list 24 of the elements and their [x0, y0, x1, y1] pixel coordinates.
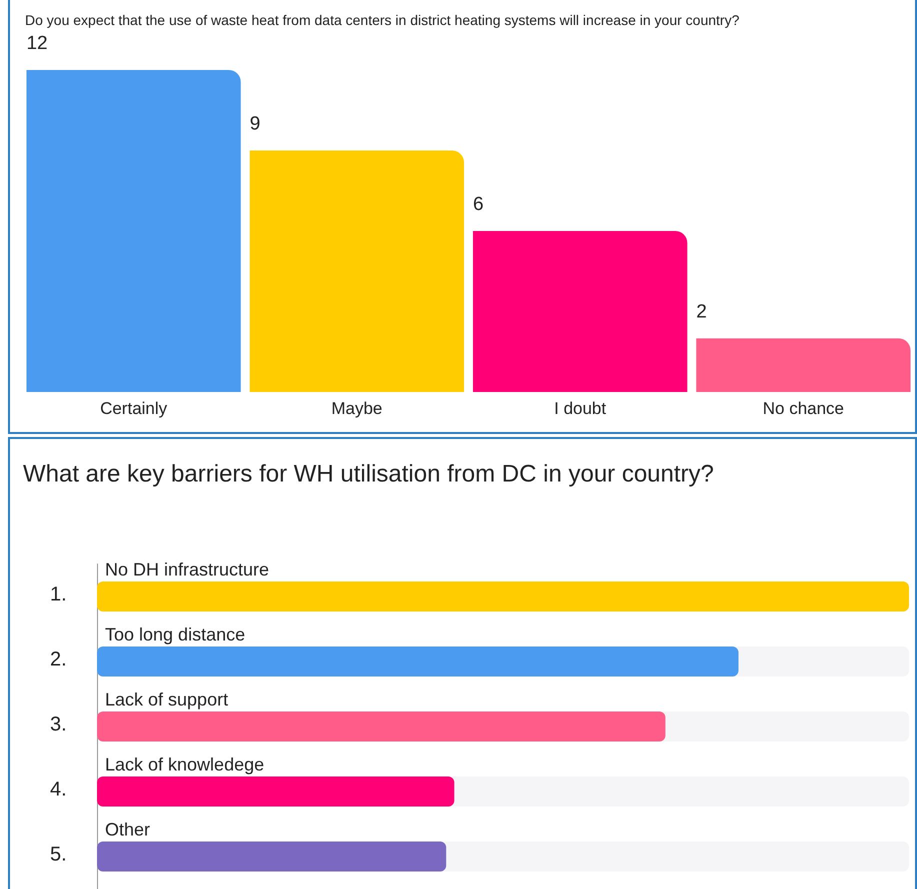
y-tick-label: Too long distance: [105, 624, 246, 644]
text: 1.: [50, 584, 67, 606]
x-tick-label: Maybe: [331, 399, 382, 418]
text: 3.: [50, 714, 67, 736]
bar: [26, 70, 241, 392]
data-label: 6: [472, 194, 484, 215]
x-tick-label: I doubt: [554, 399, 606, 418]
text: 2.: [50, 648, 67, 670]
bar: [250, 150, 464, 392]
x-tick-label: Certainly: [100, 399, 168, 418]
text: 5.: [50, 844, 67, 866]
y-tick-label: Lack of knowledege: [105, 754, 264, 774]
text: 4.: [50, 778, 67, 800]
y-tick-label: Lack of support: [105, 690, 228, 710]
chart-title: What are key barriers for WH utilisation from DC in your country?: [23, 460, 714, 488]
chart-title: Do you expect that the use of waste heat from data centers in district heating systems will increase in your country?: [25, 12, 740, 28]
data-label: 9: [250, 114, 260, 134]
bar: [696, 338, 911, 392]
data-label: 2: [696, 301, 707, 322]
y-tick-label: Other: [105, 820, 150, 840]
x-tick-label: No chance: [762, 399, 844, 418]
bar: [472, 231, 688, 392]
data-label: 12: [26, 33, 48, 54]
y-tick-label: No DH infrastructure: [105, 560, 270, 580]
